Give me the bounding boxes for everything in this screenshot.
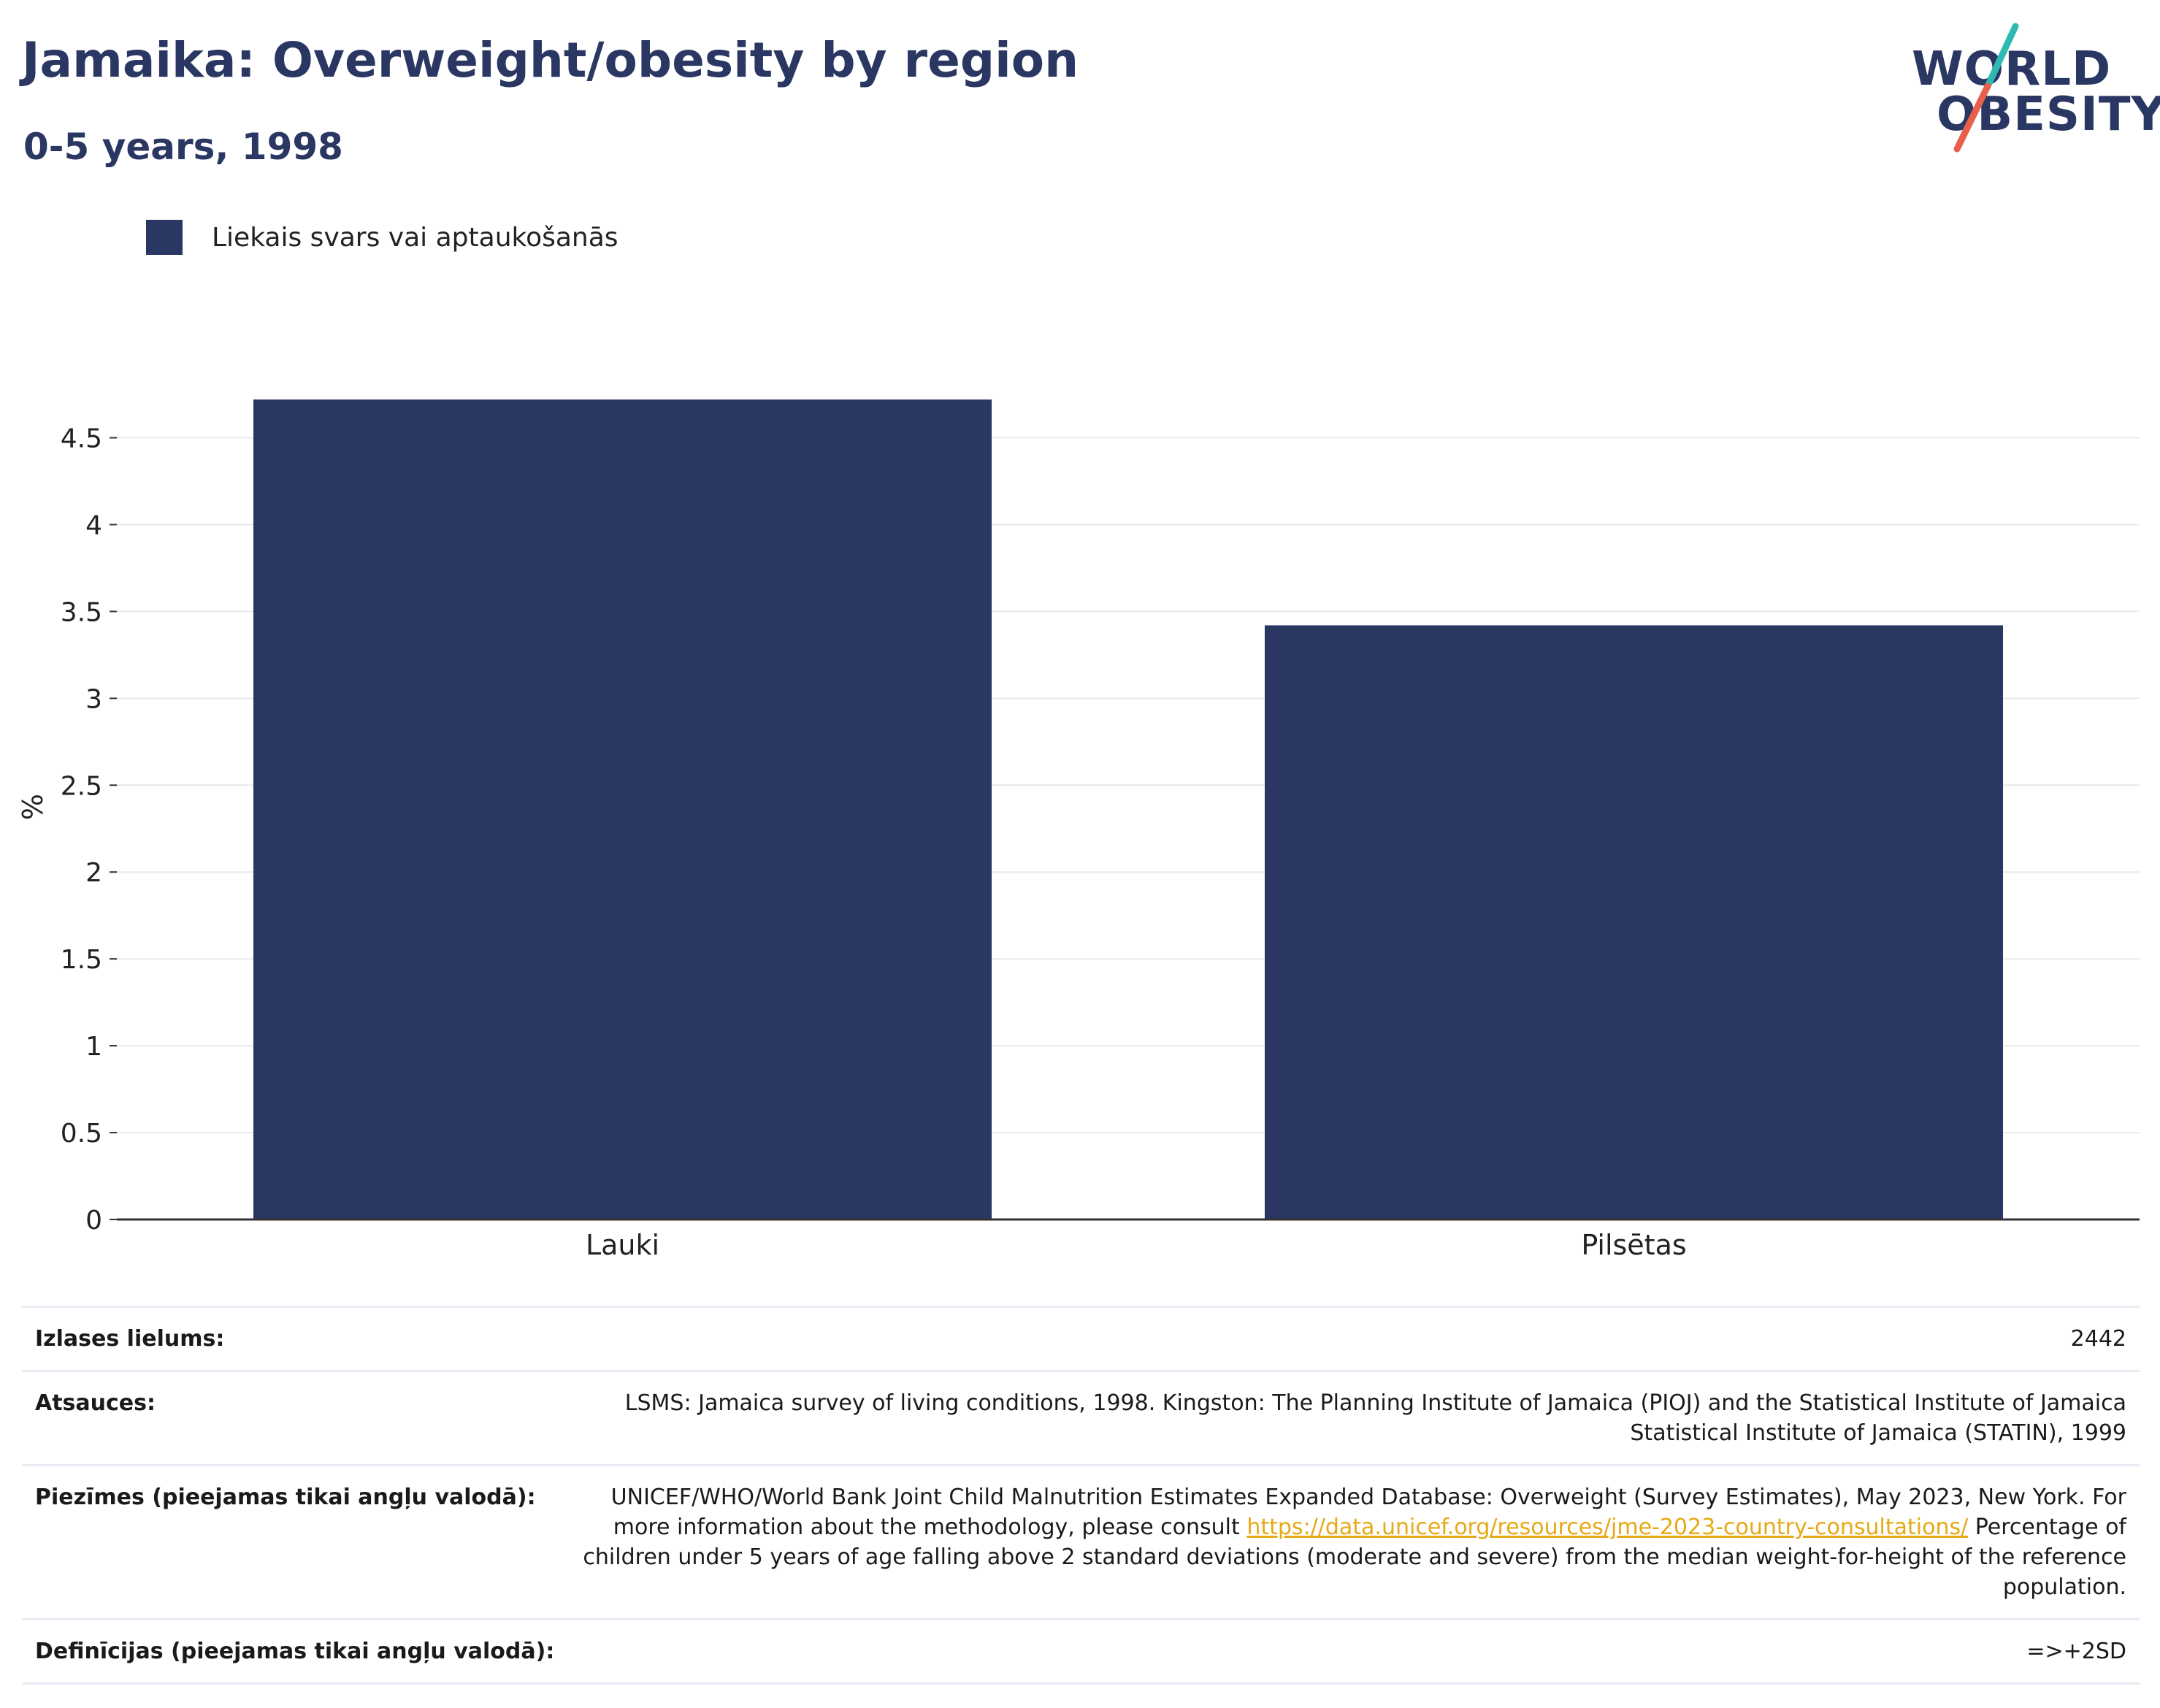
legend-swatch xyxy=(146,220,183,255)
legend-label: Liekais svars vai aptaukošanās xyxy=(212,222,618,253)
bars xyxy=(253,399,2004,1219)
chart-subtitle: 0-5 years, 1998 xyxy=(23,126,343,168)
x-tick-labels: Lauki Pilsētas xyxy=(586,1229,1687,1261)
sample-size-row: Izlases lielums: 2442 xyxy=(22,1306,2140,1371)
y-axis-label: % xyxy=(17,794,49,820)
notes-label: Piezīmes (pieejamas tikai angļu valodā): xyxy=(22,1464,568,1620)
y-tick-label: 2 xyxy=(85,858,102,888)
notes-text-after: Percentage of children under 5 years of … xyxy=(583,1514,2126,1600)
notes-link[interactable]: https://data.unicef.org/resources/jme-20… xyxy=(1246,1514,1969,1540)
definitions-row: Definīcijas (pieejamas tikai angļu valod… xyxy=(22,1618,2140,1685)
bar-chart: 0 0.5 1 1.5 2 2.5 3 3.5 4 4.5 Lauki Pilsētas % xyxy=(17,399,2140,1261)
y-tick-label: 1 xyxy=(85,1032,102,1062)
notes-text-before: UNICEF/WHO/World Bank Joint Child Malnut… xyxy=(610,1485,2126,1540)
y-tick-label: 1.5 xyxy=(61,945,102,975)
y-tick-label: 2.5 xyxy=(61,771,102,801)
y-tick-label: 4.5 xyxy=(61,424,102,453)
sample-size-label: Izlases lielums: xyxy=(22,1306,568,1371)
sample-size-value: 2442 xyxy=(567,1306,2140,1371)
world-obesity-logo: WORLD OBESITY xyxy=(1899,20,2160,159)
x-tick-label: Pilsētas xyxy=(1581,1229,1686,1261)
chart-title: Jamaika: Overweight/obesity by region xyxy=(22,32,1079,88)
logo-line-1: WORLD xyxy=(1912,42,2112,96)
legend: Liekais svars vai aptaukošanās xyxy=(146,219,618,256)
y-tick-label: 0.5 xyxy=(61,1119,102,1149)
definitions-value: =>+2SD xyxy=(567,1618,2140,1685)
sources-value: LSMS: Jamaica survey of living condition… xyxy=(567,1370,2140,1466)
logo-slash-icon xyxy=(1953,23,2019,153)
bar-pilsētas[interactable] xyxy=(1264,625,2004,1219)
footer-info-table: Izlases lielums: 2442 Atsauces: LSMS: Ja… xyxy=(22,1306,2140,1685)
y-tick-labels: 0 0.5 1 1.5 2 2.5 3 3.5 4 4.5 xyxy=(61,424,117,1236)
sources-row: Atsauces: LSMS: Jamaica survey of living… xyxy=(22,1370,2140,1466)
x-tick-label: Lauki xyxy=(586,1229,659,1261)
definitions-label: Definīcijas (pieejamas tikai angļu valod… xyxy=(22,1618,568,1685)
bar-lauki[interactable] xyxy=(253,399,992,1219)
y-tick-label: 3 xyxy=(85,684,102,714)
y-tick-label: 4 xyxy=(85,510,102,540)
sources-label: Atsauces: xyxy=(22,1370,568,1466)
y-tick-label: 3.5 xyxy=(61,597,102,627)
notes-row: Piezīmes (pieejamas tikai angļu valodā):… xyxy=(22,1464,2140,1620)
y-tick-label: 0 xyxy=(85,1206,102,1236)
notes-value: UNICEF/WHO/World Bank Joint Child Malnut… xyxy=(567,1464,2140,1620)
